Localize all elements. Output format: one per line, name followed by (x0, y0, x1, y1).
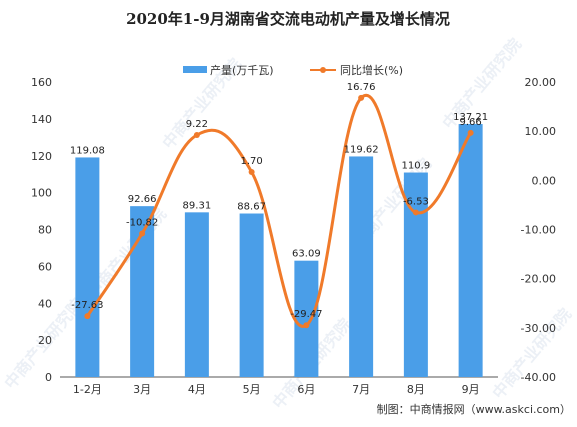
line-value-label: 9.66 (459, 117, 481, 128)
line-value-label: 9.22 (186, 119, 208, 130)
right-tick-label: -20.00 (521, 273, 556, 286)
line-value-label: -10.82 (126, 218, 158, 229)
right-tick-label: -10.00 (521, 224, 556, 237)
x-tick-label: 7月 (352, 383, 370, 396)
source-note: 制图：中商情报网（www.askci.com） (377, 402, 571, 416)
bar-value-label: 110.9 (402, 161, 431, 172)
line-point (412, 209, 419, 216)
line-value-label: 1.70 (240, 156, 262, 167)
bar-value-label: 63.09 (292, 249, 321, 260)
legend-bar-label: 产量(万千瓦) (210, 63, 274, 77)
x-axis: 1-2月 3月 4月 5月 6月 7月 8月 9月 (73, 383, 480, 396)
growth-line (86, 93, 472, 328)
line-value-label: 16.76 (347, 82, 376, 93)
bar-value-label: 137.21 (453, 112, 488, 123)
left-tick-label: 100 (31, 187, 52, 200)
bar (458, 124, 483, 377)
watermark-text-7: 中商产业研究院 (489, 305, 576, 403)
x-tick-label: 9月 (462, 383, 480, 396)
left-tick-label: 120 (31, 150, 52, 163)
line-point (139, 230, 146, 237)
line-point (193, 132, 200, 139)
left-tick-label: 0 (45, 371, 52, 384)
right-tick-label: 10.00 (525, 125, 557, 138)
legend-bar-swatch (183, 66, 207, 73)
right-tick-label: 20.00 (525, 76, 557, 89)
right-tick-label: 0.00 (532, 174, 557, 187)
x-tick-label: 8月 (407, 383, 425, 396)
bar (239, 213, 264, 377)
right-tick-label: -40.00 (521, 371, 556, 384)
line-value-label: -27.63 (71, 300, 103, 311)
line-point (84, 313, 91, 320)
line-value-label: -29.47 (290, 309, 322, 320)
x-tick-label: 1-2月 (73, 383, 102, 396)
bar-value-label: 92.66 (128, 194, 157, 205)
bar (349, 156, 374, 377)
bar (294, 260, 319, 377)
left-tick-label: 80 (38, 224, 52, 237)
left-tick-label: 160 (31, 76, 52, 89)
legend-line-marker (320, 67, 326, 73)
line-point (248, 168, 255, 175)
left-tick-label: 20 (38, 334, 52, 347)
x-tick-label: 3月 (133, 383, 151, 396)
bar-value-label: 119.62 (344, 144, 379, 155)
legend: 产量(万千瓦) 同比增长(%) (183, 63, 403, 77)
bar-value-label: 88.67 (237, 202, 266, 213)
line-point (358, 94, 365, 101)
bar-value-labels: 119.08 92.66 89.31 88.67 63.09 119.62 110.9 137… (70, 112, 488, 260)
x-tick-label: 5月 (243, 383, 261, 396)
bar (75, 157, 100, 377)
bar-value-label: 89.31 (183, 200, 212, 211)
left-tick-label: 60 (38, 260, 52, 273)
line-value-labels: -27.63 -10.82 9.22 1.70 -29.47 16.76 -6.53 9.66 (71, 82, 482, 329)
line-value-label: -6.53 (403, 196, 429, 207)
bar-value-label: 119.08 (70, 145, 105, 156)
legend-line-label: 同比增长(%) (340, 63, 403, 77)
left-axis: 0 20 40 60 80 100 120 140 160 (31, 76, 52, 384)
chart-title: 2020年1-9月湖南省交流电动机产量及增长情况 (126, 10, 450, 28)
line-point (467, 129, 474, 136)
line-point (303, 322, 310, 329)
right-axis: -40.00 -30.00 -20.00 -10.00 0.00 10.00 20.00 (521, 76, 556, 384)
left-tick-label: 140 (31, 113, 52, 126)
left-tick-label: 40 (38, 297, 52, 310)
bar (184, 212, 209, 377)
x-tick-label: 6月 (297, 383, 315, 396)
x-tick-label: 4月 (188, 383, 206, 396)
right-tick-label: -30.00 (521, 322, 556, 335)
